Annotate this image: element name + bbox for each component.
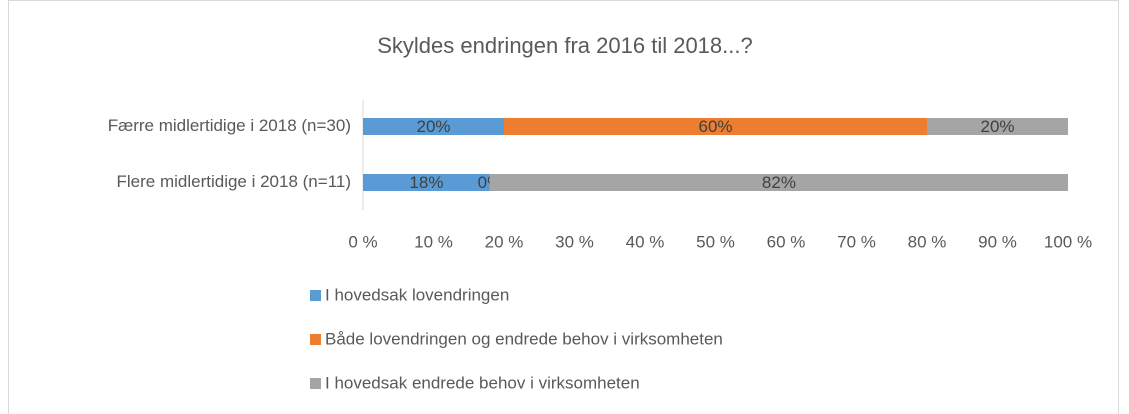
x-tick-label: 70 % xyxy=(837,232,876,251)
y-tick-label: Færre midlertidige i 2018 (n=30) xyxy=(108,116,351,135)
x-tick-label: 30 % xyxy=(555,232,594,251)
x-tick-label: 40 % xyxy=(626,232,665,251)
legend-label: I hovedsak lovendringen xyxy=(325,285,509,304)
x-tick-label: 50 % xyxy=(696,232,735,251)
x-tick-label: 60 % xyxy=(767,232,806,251)
bar-segment xyxy=(489,174,1068,191)
data-label: 82% xyxy=(762,173,796,192)
data-label: 18% xyxy=(409,173,443,192)
data-label: 20% xyxy=(416,117,450,136)
legend-swatch xyxy=(310,290,321,301)
x-tick-label: 20 % xyxy=(485,232,524,251)
legend-swatch xyxy=(310,334,321,345)
x-tick-label: 0 % xyxy=(348,232,377,251)
legend-label: Både lovendringen og endrede behov i vir… xyxy=(325,329,723,348)
bar-segment xyxy=(363,174,490,191)
chart-title: Skyldes endringen fra 2016 til 2018...? xyxy=(377,33,752,58)
data-label: 20% xyxy=(980,117,1014,136)
bar-segment xyxy=(363,118,504,135)
x-tick-label: 90 % xyxy=(978,232,1017,251)
data-label: 60% xyxy=(698,117,732,136)
legend-label: I hovedsak endrede behov i virksomheten xyxy=(325,373,640,392)
bar-segment xyxy=(504,118,927,135)
chart-border xyxy=(8,0,1119,414)
bar-segment xyxy=(927,118,1068,135)
legend-swatch xyxy=(310,378,321,389)
x-tick-label: 10 % xyxy=(414,232,453,251)
y-tick-label: Flere midlertidige i 2018 (n=11) xyxy=(117,172,352,191)
x-tick-label: 100 % xyxy=(1044,232,1092,251)
x-tick-label: 80 % xyxy=(908,232,947,251)
